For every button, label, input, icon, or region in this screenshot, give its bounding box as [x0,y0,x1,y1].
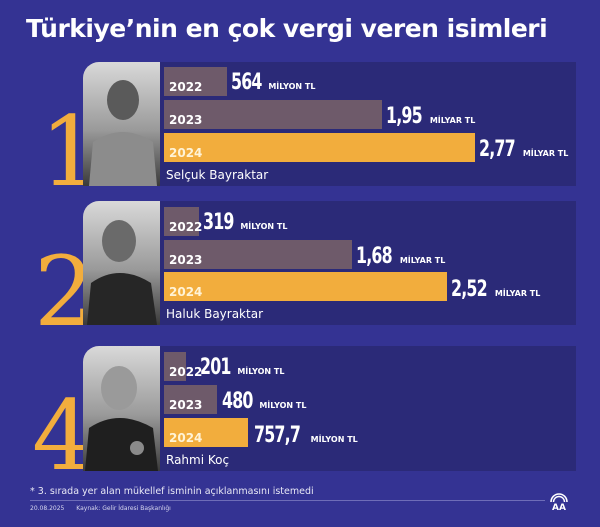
person-name: Rahmi Koç [166,453,230,467]
value-unit: MİLYAR TL [399,256,446,265]
rank-number: 4 [32,380,94,492]
portrait-photo [83,201,160,325]
value-unit: MİLYAR TL [494,289,541,298]
bar-2022: 2022 [164,207,203,236]
value-number: 1,68 [356,244,393,269]
value-number: 1,95 [386,104,423,129]
bar-year-label: 2024 [169,146,203,160]
bar-year-label: 2022 [169,80,203,94]
footer-divider [30,500,545,501]
bar-value: 1,68 MİLYAR TL [356,244,445,269]
bar-year-label: 2023 [169,113,203,127]
bar-2024: 2024 [164,133,475,162]
bar-2024: 2024 [164,418,248,447]
page-title: Türkiye’nin en çok vergi veren isimleri [26,14,548,43]
value-unit: MİLYON TL [310,435,358,444]
footnote: * 3. sırada yer alan mükellef isminin aç… [30,486,314,497]
bar-value: 1,95 MİLYAR TL [386,104,475,129]
bar-value: 480 MİLYON TL [222,389,306,414]
value-unit: MİLYAR TL [429,116,476,125]
person-silhouette-icon [85,366,158,471]
bar-2022: 2022 [164,352,202,381]
bar-value: 2,52 MİLYAR TL [451,277,540,302]
person-name: Haluk Bayraktar [166,307,263,321]
bar-year-label: 2023 [169,253,203,267]
bar-2024: 2024 [164,272,447,301]
bar-year-label: 2022 [169,220,203,234]
bar-2023: 2023 [164,240,352,269]
value-number: 564 [231,70,262,95]
value-unit: MİLYAR TL [522,149,569,158]
value-number: 2,52 [451,277,488,302]
bar-year-label: 2024 [169,285,203,299]
value-unit: MİLYON TL [259,401,307,410]
value-number: 2,77 [479,137,516,162]
bar-2022: 2022 [164,67,227,96]
value-unit: MİLYON TL [240,222,288,231]
bar-value: 757,7 MİLYON TL [254,423,358,448]
bar-value: 319 MİLYON TL [203,210,287,235]
source-credit: Kaynak: Gelir İdaresi Başkanlığı [76,505,171,512]
footer-meta: 20.08.2025 Kaynak: Gelir İdaresi Başkanl… [30,505,171,512]
value-unit: MİLYON TL [237,367,285,376]
bar-value: 2,77 MİLYAR TL [479,137,568,162]
person-silhouette-icon [89,80,157,186]
bar-year-label: 2024 [169,431,203,445]
entry-panel [160,346,576,471]
person-silhouette-icon [87,220,157,325]
bar-year-label: 2022 [169,365,203,379]
bar-2023: 2023 [164,385,217,414]
bar-value: 564 MİLYON TL [231,70,315,95]
bar-value: 201 MİLYON TL [200,355,284,380]
publish-date: 20.08.2025 [30,505,65,512]
value-number: 757,7 [254,423,301,448]
bar-year-label: 2023 [169,398,203,412]
value-unit: MİLYON TL [268,82,316,91]
bar-2023: 2023 [164,100,382,129]
value-number: 201 [200,355,231,380]
aa-logo-icon: AA [550,493,568,512]
svg-text:AA: AA [552,503,566,512]
person-name: Selçuk Bayraktar [166,168,269,182]
value-number: 480 [222,389,253,414]
portrait-photo [83,346,160,471]
portrait-photo [83,62,160,186]
value-number: 319 [203,210,234,235]
